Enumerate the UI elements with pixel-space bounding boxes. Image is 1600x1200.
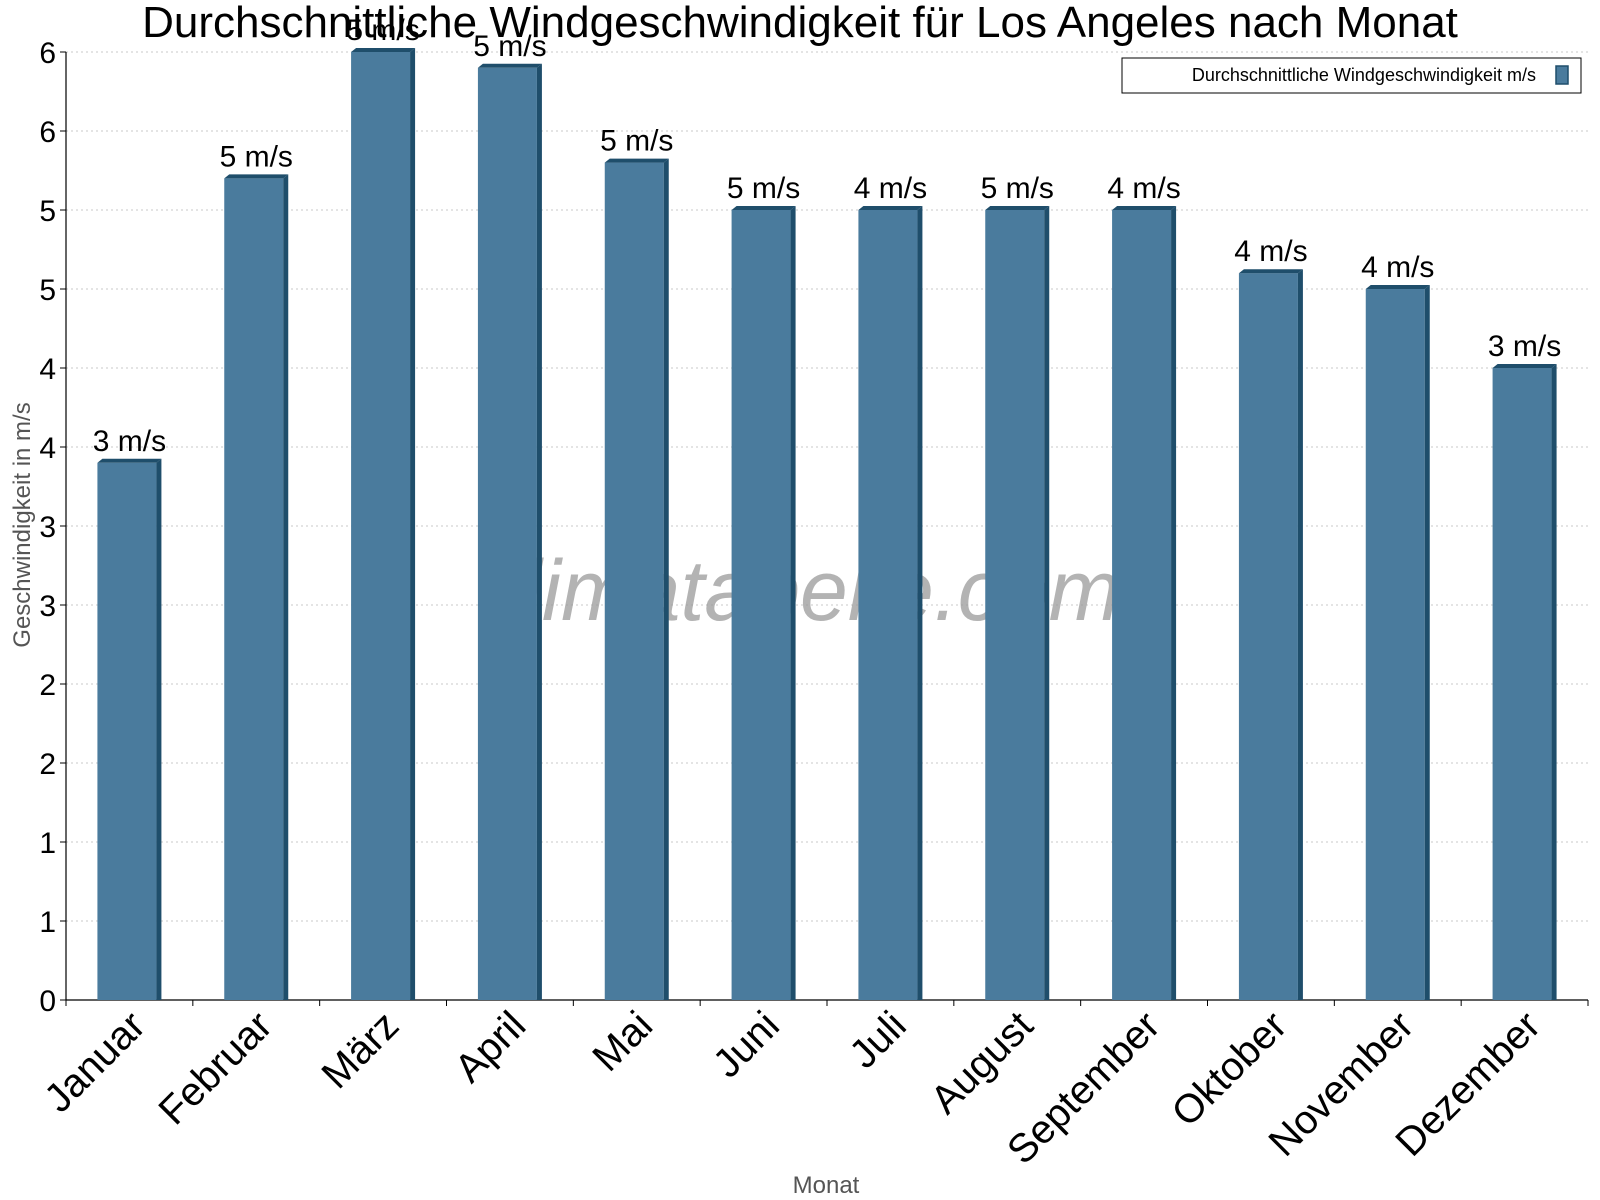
x-tick-label: Januar <box>36 1003 154 1121</box>
y-tick-label: 5 <box>39 274 56 307</box>
y-tick-label: 0 <box>39 985 56 1018</box>
x-tick-label: Oktober <box>1164 1003 1296 1135</box>
bar-face <box>97 462 157 1000</box>
bar-side <box>790 206 796 1000</box>
bar-side <box>536 63 542 1001</box>
bar-face <box>985 210 1045 1000</box>
bar-face <box>1492 368 1552 1000</box>
bar-face <box>604 162 664 1001</box>
data-label: 4 m/s <box>1107 172 1180 205</box>
bar <box>477 63 542 1001</box>
chart-title: Durchschnittliche Windgeschwindigkeit fü… <box>142 0 1458 47</box>
x-tick-label: Februar <box>150 1003 280 1133</box>
bar-face <box>858 210 918 1000</box>
bar <box>1365 285 1430 1000</box>
y-tick-label: 4 <box>39 432 56 465</box>
data-label: 4 m/s <box>1361 251 1434 284</box>
x-tick-label: März <box>313 1003 407 1097</box>
bar-top <box>604 158 669 163</box>
y-tick-label: 1 <box>39 827 56 860</box>
bar <box>731 206 796 1000</box>
y-axis-title: Geschwindigkeit in m/s <box>9 402 36 647</box>
bar-top <box>1238 269 1303 274</box>
bar-top <box>224 174 289 179</box>
bar-side <box>410 48 416 1000</box>
bar <box>858 206 923 1000</box>
y-tick-label: 6 <box>39 116 56 149</box>
bar-side <box>156 458 162 1000</box>
bar <box>1112 206 1177 1000</box>
bar-top <box>731 206 796 210</box>
data-label: 5 m/s <box>981 172 1054 205</box>
gridlines <box>60 51 1588 1001</box>
y-tick-label: 5 <box>39 195 56 228</box>
y-tick-label: 4 <box>39 353 56 386</box>
y-tick-label: 6 <box>39 37 56 70</box>
legend-box <box>1121 57 1582 94</box>
legend: Durchschnittliche Windgeschwindigkeit m/… <box>1121 57 1582 94</box>
legend-swatch <box>1555 65 1569 85</box>
bar-face <box>477 67 537 1001</box>
data-labels: 3 m/s 5 m/s 5 m/s 5 m/s 5 m/s 5 m/s 4 m/s 5 m/s… <box>93 14 1562 458</box>
x-tick-label: August <box>922 1003 1041 1122</box>
bar-side <box>917 206 923 1000</box>
bar-side <box>1297 269 1303 1000</box>
bar-top <box>351 48 416 52</box>
bar-side <box>1424 285 1430 1000</box>
data-label: 3 m/s <box>93 425 166 458</box>
bar-top <box>985 206 1050 210</box>
x-axis-title: Monat <box>793 1172 860 1199</box>
bar-top <box>1492 364 1557 368</box>
bar-top <box>1112 206 1177 210</box>
y-tick-label: 2 <box>39 748 56 781</box>
bar-face <box>1238 273 1298 1000</box>
data-label: 4 m/s <box>854 172 927 205</box>
x-tick-label: Juni <box>705 1003 788 1086</box>
bar-top <box>858 206 923 210</box>
y-tick-label: 1 <box>39 906 56 939</box>
data-label: 5 m/s <box>600 125 673 158</box>
data-label: 4 m/s <box>1234 235 1307 268</box>
bar-top <box>97 458 162 463</box>
data-label: 3 m/s <box>1488 330 1561 363</box>
bars <box>97 48 1557 1001</box>
x-tick-label: April <box>447 1003 535 1091</box>
axes <box>65 52 1589 1006</box>
y-tick-label: 3 <box>39 511 56 544</box>
bar-face <box>1112 210 1172 1000</box>
bar-top <box>1365 285 1430 289</box>
data-label: 5 m/s <box>220 140 293 173</box>
bar-side <box>1171 206 1177 1000</box>
data-label: 5 m/s <box>727 172 800 205</box>
bar-side <box>283 174 289 1000</box>
bar-face <box>224 178 284 1000</box>
bar-face <box>731 210 791 1000</box>
x-tick-label: Mai <box>584 1003 661 1080</box>
bar <box>1492 364 1557 1000</box>
x-tick-label: Juli <box>841 1003 915 1077</box>
bar <box>351 48 416 1000</box>
data-label: 5 m/s <box>473 30 546 63</box>
y-tick-label: 2 <box>39 669 56 702</box>
bar <box>604 158 669 1001</box>
bar-side <box>1551 364 1557 1000</box>
bar-top <box>477 63 542 68</box>
y-tick-labels: 0 1 1 2 2 3 3 4 4 5 5 6 6 <box>39 37 56 1018</box>
bar <box>224 174 289 1000</box>
bar <box>985 206 1050 1000</box>
bar-side <box>1044 206 1050 1000</box>
bar-face <box>1365 289 1425 1000</box>
bar <box>1238 269 1303 1000</box>
bar <box>97 458 162 1000</box>
bar-side <box>663 158 669 1001</box>
legend-label: Durchschnittliche Windgeschwindigkeit m/… <box>1192 65 1536 85</box>
data-label: 5 m/s <box>346 14 419 47</box>
y-tick-label: 3 <box>39 590 56 623</box>
bar-face <box>351 52 411 1000</box>
